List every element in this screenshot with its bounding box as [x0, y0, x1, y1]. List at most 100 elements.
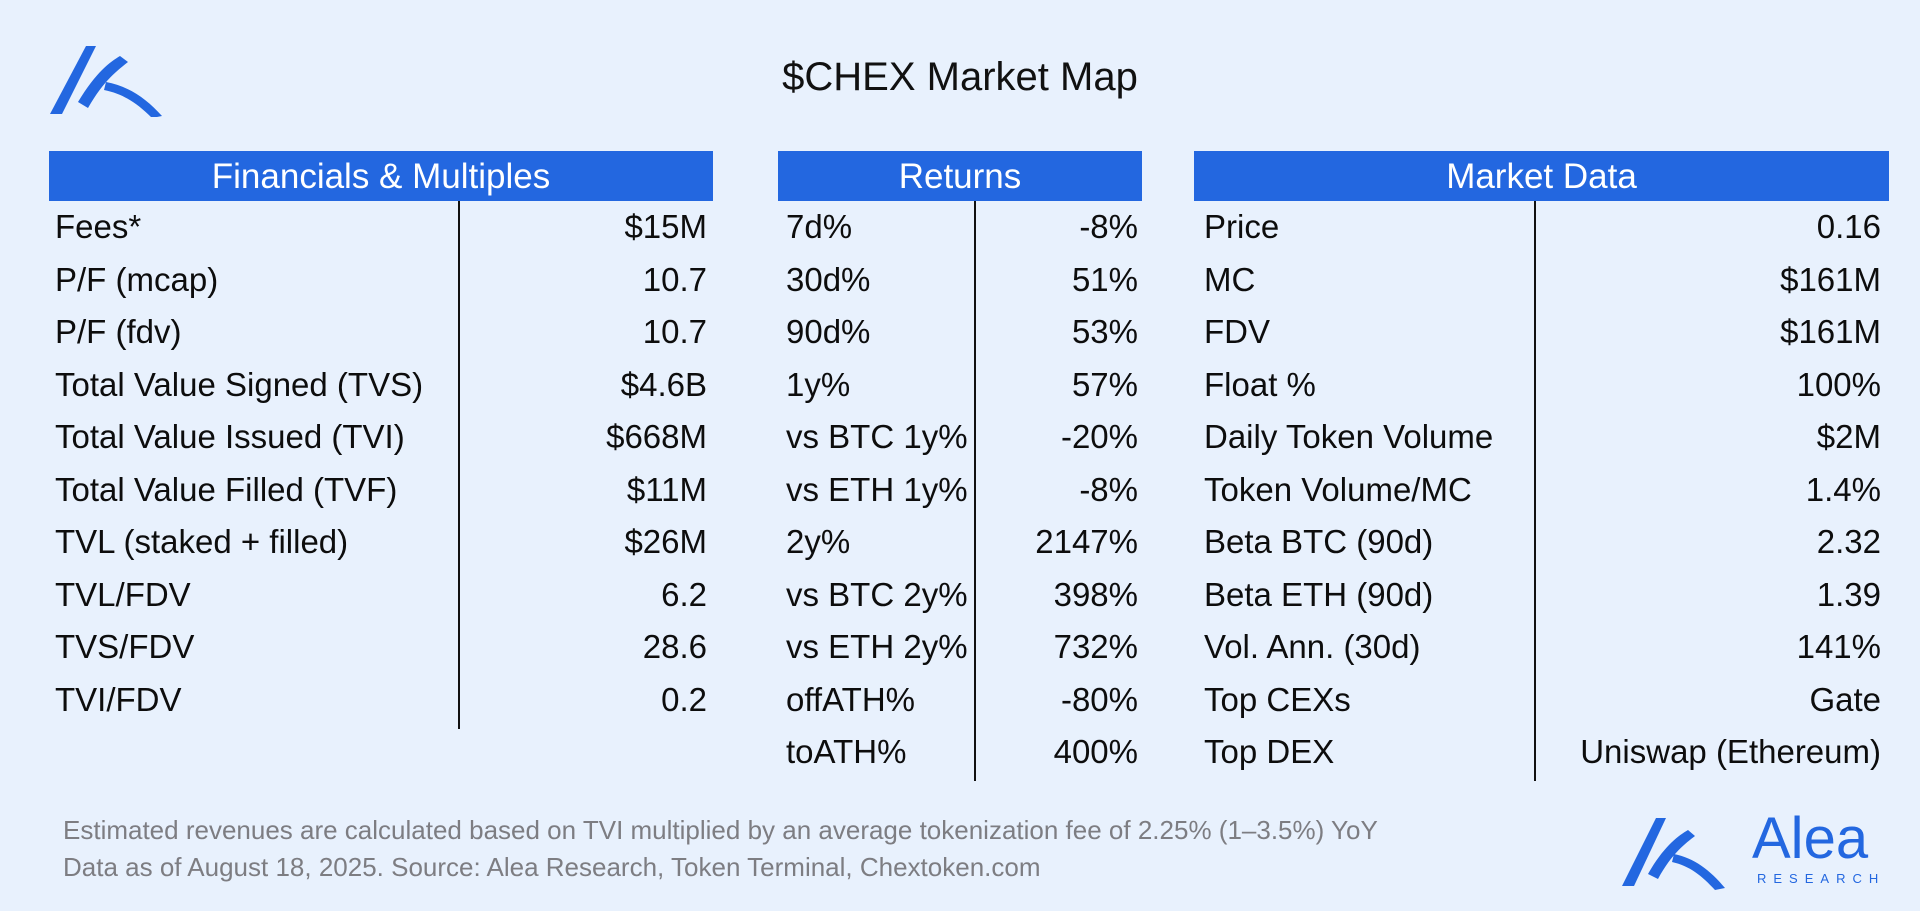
returns-body: 7d% -8% 30d% 51% 90d% 53% 1y% 57% vs BTC 1y%… [778, 201, 1142, 781]
row-value: 6.2 [661, 575, 707, 613]
row-label: Price [1204, 208, 1280, 245]
table-row: Top CEXs Gate [1194, 674, 1889, 727]
row-value: 732% [1053, 628, 1138, 665]
alea-research-logo-icon [1622, 818, 1725, 890]
page-title: $CHEX Market Map [782, 55, 1138, 99]
footnote-methodology: Estimated revenues are calculated based … [63, 815, 1378, 845]
table-row: 2y% 2147% [778, 516, 1142, 569]
row-label: Fees* [55, 208, 142, 245]
row-value: 1.39 [1816, 575, 1881, 613]
table-row: Beta ETH (90d) 1.39 [1194, 569, 1889, 622]
table-row: Daily Token Volume $2M [1194, 411, 1889, 464]
row-label: Total Value Filled (TVF) [55, 470, 398, 508]
row-label: Top DEX [1204, 733, 1335, 770]
footnote-source: Data as of August 18, 2025. Source: Alea… [63, 852, 1041, 882]
row-label: TVL (staked + filled) [55, 523, 349, 560]
row-value: 0.16 [1816, 208, 1881, 245]
row-value: 400% [1053, 733, 1138, 770]
table-row: TVL/FDV 6.2 [49, 569, 713, 622]
row-value: 2.32 [1816, 523, 1881, 560]
column-divider [458, 201, 460, 729]
row-label: vs BTC 2y% [786, 575, 968, 613]
table-row: 30d% 51% [778, 254, 1142, 307]
row-label: 2y% [786, 523, 851, 560]
table-row: vs BTC 1y% -20% [778, 411, 1142, 464]
row-label: Top CEXs [1204, 680, 1351, 718]
table-row: FDV $161M [1194, 306, 1889, 359]
row-value: 2147% [1035, 523, 1138, 560]
row-value: 1.4% [1805, 470, 1881, 508]
table-row: TVS/FDV 28.6 [49, 621, 713, 674]
table-row: Vol. Ann. (30d) 141% [1194, 621, 1889, 674]
row-label: Daily Token Volume [1204, 418, 1494, 455]
market-data-header: Market Data [1194, 151, 1889, 201]
row-label: MC [1204, 260, 1256, 298]
table-row: MC $161M [1194, 254, 1889, 307]
table-row: Total Value Issued (TVI) $668M [49, 411, 713, 464]
row-value: 0.2 [661, 680, 707, 718]
row-label: Vol. Ann. (30d) [1204, 628, 1421, 665]
row-value: $161M [1780, 260, 1881, 298]
column-divider [1534, 201, 1536, 781]
table-row: TVI/FDV 0.2 [49, 674, 713, 727]
row-label: 30d% [786, 260, 871, 298]
alea-logo-icon [50, 46, 162, 117]
row-label: Total Value Signed (TVS) [55, 365, 424, 403]
financials-panel: Financials & Multiples Fees* $15M P/F (mc… [49, 151, 713, 729]
table-row: vs ETH 2y% 732% [778, 621, 1142, 674]
returns-panel: Returns 7d% -8% 30d% 51% 90d% 53% 1y% 57% vs… [778, 151, 1142, 781]
row-label: vs BTC 1y% [786, 418, 968, 455]
table-row: Total Value Filled (TVF) $11M [49, 464, 713, 517]
row-value: 141% [1796, 628, 1881, 665]
table-row: Top DEX Uniswap (Ethereum) [1194, 726, 1889, 779]
row-label: TVI/FDV [55, 680, 182, 718]
financials-body: Fees* $15M P/F (mcap) 10.7 P/F (fdv) 10.7 T… [49, 201, 713, 729]
row-value: $15M [624, 208, 707, 245]
market-data-panel: Market Data Price 0.16 MC $161M FDV $161M F… [1194, 151, 1889, 781]
table-row: Fees* $15M [49, 201, 713, 254]
table-row: TVL (staked + filled) $26M [49, 516, 713, 569]
row-value: -8% [1079, 208, 1138, 245]
returns-header: Returns [778, 151, 1142, 201]
row-label: offATH% [786, 680, 915, 718]
row-label: P/F (fdv) [55, 313, 182, 350]
table-row: Total Value Signed (TVS) $4.6B [49, 359, 713, 412]
row-value: 10.7 [642, 260, 707, 298]
row-value: $11M [626, 470, 707, 508]
table-row: vs ETH 1y% -8% [778, 464, 1142, 517]
row-label: 7d% [786, 208, 853, 245]
table-row: Float % 100% [1194, 359, 1889, 412]
row-label: vs ETH 1y% [786, 470, 968, 508]
row-label: P/F (mcap) [55, 260, 219, 298]
row-value: 28.6 [642, 628, 707, 665]
row-label: Float % [1204, 365, 1316, 403]
brand-name: Alea [1752, 806, 1869, 871]
row-label: 1y% [786, 365, 851, 403]
table-row: P/F (fdv) 10.7 [49, 306, 713, 359]
table-row: vs BTC 2y% 398% [778, 569, 1142, 622]
row-label: Beta ETH (90d) [1204, 575, 1434, 613]
brand-tagline: RESEARCH [1757, 871, 1886, 886]
row-value: -8% [1079, 470, 1138, 508]
row-value: -20% [1060, 418, 1138, 455]
row-value: 10.7 [642, 313, 707, 350]
row-value: $2M [1816, 418, 1881, 455]
row-value: $668M [606, 418, 707, 455]
table-row: P/F (mcap) 10.7 [49, 254, 713, 307]
row-label: Token Volume/MC [1204, 470, 1472, 508]
row-value: 100% [1796, 365, 1881, 403]
row-value: 51% [1071, 260, 1138, 298]
row-value: Uniswap (Ethereum) [1580, 733, 1881, 770]
row-value: 398% [1053, 575, 1138, 613]
row-label: Total Value Issued (TVI) [55, 418, 405, 455]
table-row: Price 0.16 [1194, 201, 1889, 254]
financials-header: Financials & Multiples [49, 151, 713, 201]
row-label: TVS/FDV [55, 628, 195, 665]
row-label: TVL/FDV [55, 575, 191, 613]
table-row: Beta BTC (90d) 2.32 [1194, 516, 1889, 569]
row-value: $4.6B [620, 365, 707, 403]
row-value: Gate [1809, 680, 1881, 718]
table-row: 7d% -8% [778, 201, 1142, 254]
row-label: vs ETH 2y% [786, 628, 968, 665]
column-divider [974, 201, 976, 781]
